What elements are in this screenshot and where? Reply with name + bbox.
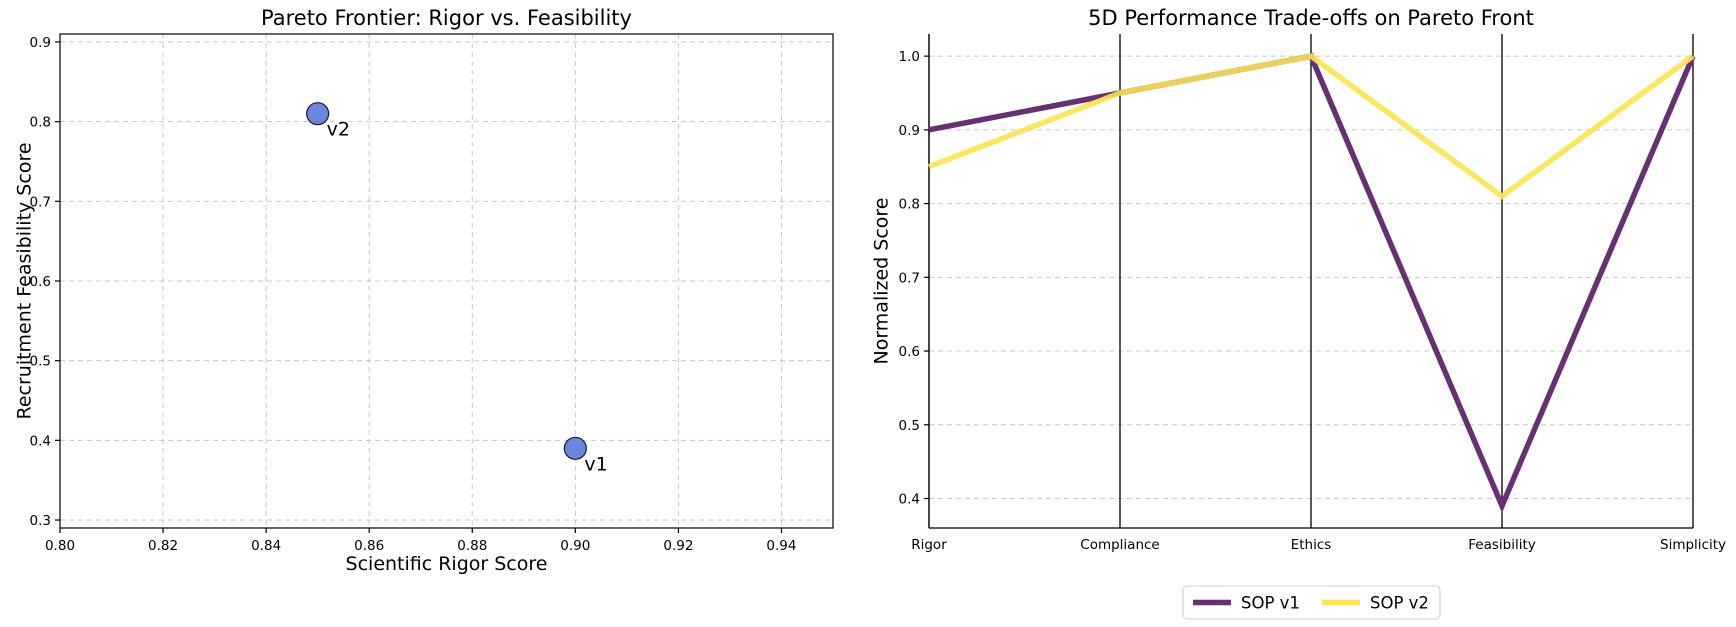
scatter-x-tick-label: 0.80 [45, 538, 75, 554]
category-label-compliance: Compliance [1080, 537, 1159, 553]
scatter-x-tick-label: 0.84 [251, 538, 281, 554]
scatter-y-tick-label: 0.6 [30, 274, 51, 290]
line-y-axis-label: Normalized Score [871, 197, 893, 364]
scatter-ticks: 0.80 0.82 0.84 0.86 0.88 0.90 0.92 0.94 0.3 0.4 0.… [30, 35, 797, 554]
scatter-x-tick-label: 0.88 [457, 538, 487, 554]
line-y-tick-label: 0.8 [899, 197, 920, 213]
category-label-feasibility: Feasibility [1468, 537, 1536, 553]
category-label-rigor: Rigor [911, 537, 947, 553]
line-y-tick-label: 0.7 [899, 270, 920, 286]
line-category-axes [928, 34, 1694, 529]
scatter-y-tick-label: 0.8 [30, 115, 51, 131]
line-series [928, 52, 1696, 513]
scatter-point-label-v1: v1 [584, 453, 607, 475]
line-y-tick-label: 0.9 [899, 123, 920, 139]
scatter-points: v1 v2 [306, 102, 608, 475]
line-y-tick-label: 0.6 [899, 344, 920, 360]
line-ticks: 0.4 0.5 0.6 0.7 0.8 0.9 1.0 Rigor Compliance Ethi… [899, 49, 1726, 553]
legend-label-sop-v2: SOP v2 [1370, 594, 1429, 613]
legend: SOP v1 SOP v2 [1182, 585, 1441, 620]
scatter-y-tick-label: 0.7 [30, 194, 51, 210]
line-y-tick-label: 1.0 [899, 49, 920, 65]
scatter-point-v2 [306, 102, 330, 126]
legend-box [1182, 585, 1441, 620]
line-y-tick-label: 0.4 [899, 492, 920, 508]
category-label-ethics: Ethics [1291, 537, 1332, 553]
scatter-x-tick-label: 0.90 [560, 538, 590, 554]
scatter-chart: v1 v2 0.80 0.82 0.84 0.86 0.88 0.90 0.92 0.94 0.3… [14, 6, 834, 575]
scatter-x-tick-label: 0.86 [354, 538, 384, 554]
scatter-y-tick-label: 0.9 [30, 35, 51, 51]
scatter-x-tick-label: 0.82 [148, 538, 178, 554]
series-line-sop-v2 [928, 53, 1695, 200]
scatter-y-axis-label: Recruitment Feasibility Score [14, 142, 36, 419]
legend-label-sop-v1: SOP v1 [1241, 594, 1300, 613]
parallel-coordinates-chart: 0.4 0.5 0.6 0.7 0.8 0.9 1.0 Rigor Compliance Ethi… [871, 6, 1726, 620]
line-y-tick-label: 0.5 [899, 418, 920, 434]
scatter-x-tick-label: 0.94 [766, 538, 796, 554]
scatter-x-tick-label: 0.92 [663, 538, 693, 554]
line-title: 5D Performance Trade-offs on Pareto Fron… [1088, 6, 1534, 30]
scatter-grid [59, 34, 833, 528]
scatter-title: Pareto Frontier: Rigor vs. Feasibility [261, 6, 632, 30]
scatter-y-tick-label: 0.4 [30, 433, 51, 449]
scatter-point-v1 [563, 436, 587, 460]
scatter-y-tick-label: 0.3 [30, 513, 51, 529]
scatter-point-label-v2: v2 [327, 119, 350, 141]
category-label-simplicity: Simplicity [1660, 537, 1726, 553]
scatter-y-tick-label: 0.5 [30, 354, 51, 370]
scatter-x-axis-label: Scientific Rigor Score [346, 553, 548, 575]
